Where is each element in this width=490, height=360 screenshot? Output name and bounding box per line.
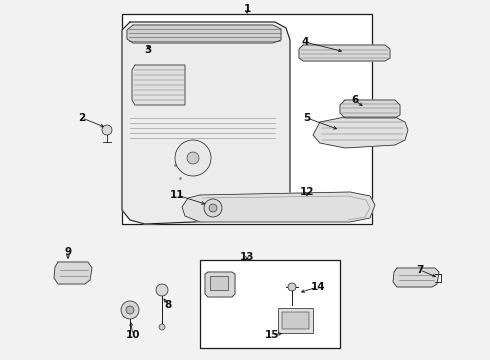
Text: 7: 7 [416, 265, 424, 275]
Bar [210, 276, 228, 290]
Text: 12: 12 [300, 187, 314, 197]
Polygon shape [393, 268, 439, 287]
Polygon shape [313, 117, 408, 148]
Circle shape [288, 283, 296, 291]
Text: 10: 10 [126, 330, 140, 340]
Text: 4: 4 [301, 37, 309, 47]
Circle shape [121, 301, 139, 319]
Text: 14: 14 [311, 282, 325, 292]
Bar [122, 14, 372, 224]
Text: 8: 8 [164, 300, 171, 310]
Polygon shape [205, 272, 235, 297]
Circle shape [156, 284, 168, 296]
Polygon shape [340, 100, 400, 118]
Circle shape [209, 204, 217, 212]
Polygon shape [127, 25, 281, 43]
Text: 15: 15 [265, 330, 279, 340]
Text: 6: 6 [351, 95, 359, 105]
Circle shape [175, 140, 211, 176]
Circle shape [187, 152, 199, 164]
Polygon shape [122, 22, 290, 224]
Polygon shape [54, 262, 92, 284]
Circle shape [126, 306, 134, 314]
Bar [200, 260, 340, 348]
Text: 9: 9 [65, 247, 72, 257]
Bar [278, 308, 313, 333]
Polygon shape [132, 65, 185, 105]
Text: 1: 1 [244, 4, 250, 14]
Circle shape [159, 324, 165, 330]
Text: 13: 13 [240, 252, 254, 262]
Circle shape [102, 125, 112, 135]
Bar [282, 312, 309, 329]
Polygon shape [182, 192, 375, 222]
Text: 5: 5 [303, 113, 311, 123]
Polygon shape [299, 45, 390, 61]
Text: 3: 3 [145, 45, 151, 55]
Text: 2: 2 [78, 113, 86, 123]
Text: 11: 11 [170, 190, 184, 200]
Circle shape [204, 199, 222, 217]
